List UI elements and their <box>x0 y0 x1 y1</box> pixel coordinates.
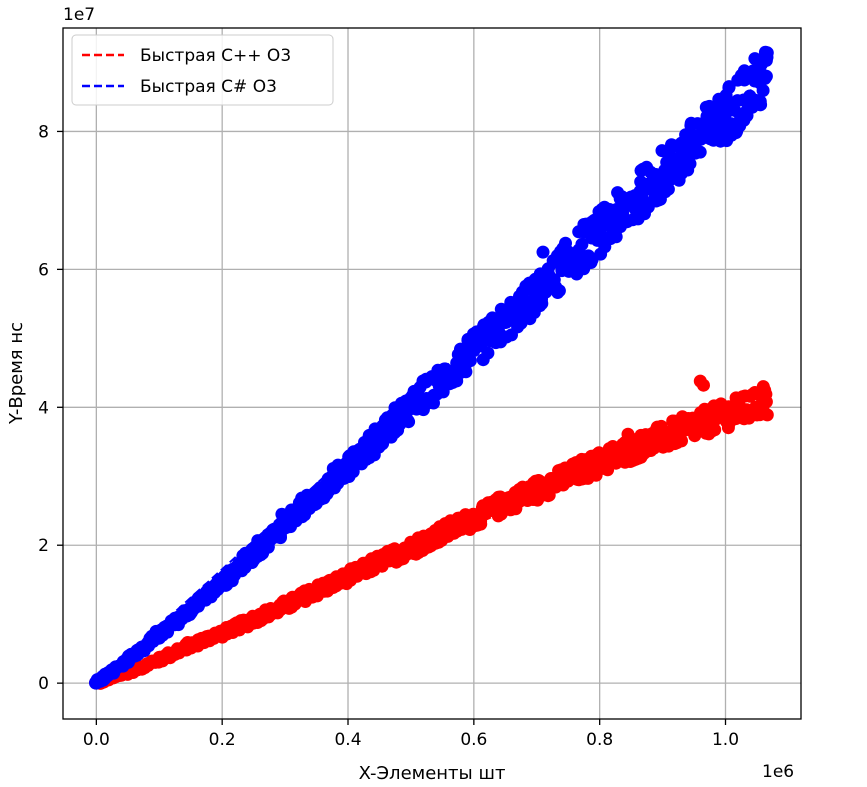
scatter-point <box>552 284 566 298</box>
series-line <box>95 75 768 684</box>
x-tick-label: 1.0 <box>712 730 739 750</box>
scatter-point <box>498 316 512 329</box>
scatter-point <box>498 496 512 510</box>
scatter-point <box>624 197 638 211</box>
scatter-point <box>687 419 701 433</box>
scatter-point <box>215 576 229 589</box>
y-tick-label: 6 <box>38 260 49 280</box>
legend: Быстрая C++ O3 Быстрая C# O3 <box>71 34 334 106</box>
scatter-point <box>661 182 675 196</box>
legend-label-csharp: Быстрая C# O3 <box>140 77 277 97</box>
scatter-point <box>708 423 722 437</box>
scatter-point <box>530 287 544 300</box>
scatter-point <box>401 413 415 427</box>
scatter-point <box>687 138 701 152</box>
scatter-point <box>719 409 732 423</box>
scatter-point <box>341 459 355 473</box>
scatter-point <box>753 98 767 112</box>
scatter-point <box>593 227 607 240</box>
outlier-point <box>756 380 770 394</box>
outlier-point <box>737 64 751 78</box>
scatter-point <box>404 400 418 414</box>
y-tick-label: 8 <box>38 122 49 142</box>
scatter-point <box>624 442 638 456</box>
scatter-point <box>215 626 229 640</box>
scatter-point <box>530 483 544 497</box>
x-offset-label: 1e6 <box>762 762 794 782</box>
scatter-point <box>310 487 323 501</box>
outlier-point <box>759 53 773 67</box>
x-tick-label: 0.2 <box>209 730 236 750</box>
x-tick-label: 0.4 <box>334 730 361 750</box>
outlier-point <box>536 245 550 259</box>
y-tick-label: 2 <box>38 536 49 556</box>
scatter-point <box>184 602 198 616</box>
scatter-point <box>656 431 670 445</box>
outlier-point <box>149 624 163 638</box>
y-offset-label: 1e7 <box>63 5 95 25</box>
series-cpp <box>89 374 774 690</box>
legend-box <box>71 34 334 106</box>
outlier-point <box>407 384 421 398</box>
axis-ticks: 0.0 0.2 0.4 0.6 0.8 1.0 0 2 4 6 8 <box>38 122 739 750</box>
series-csharp <box>89 45 774 690</box>
scatter-point <box>609 230 623 244</box>
scatter-point <box>561 256 575 269</box>
scatter-point <box>760 408 774 422</box>
legend-label-cpp: Быстрая C++ O3 <box>140 46 291 66</box>
scatter-point <box>310 584 323 598</box>
scatter-point <box>481 346 495 360</box>
scatter-point <box>656 167 670 181</box>
data-points <box>89 45 774 690</box>
x-tick-label: 0.0 <box>83 730 110 750</box>
y-tick-label: 0 <box>38 674 49 694</box>
scatter-point <box>459 365 473 379</box>
x-tick-label: 0.6 <box>460 730 487 750</box>
scatter-point <box>373 430 386 444</box>
scatter-point <box>341 570 355 584</box>
scatter-point <box>278 518 292 531</box>
scatter-point <box>463 354 477 368</box>
series-line <box>95 400 767 685</box>
scatter-point <box>467 344 481 358</box>
scatter-point <box>435 373 449 387</box>
y-axis-label: Y-Время нс <box>6 322 27 425</box>
scatter-point <box>184 638 198 652</box>
y-tick-label: 4 <box>38 398 49 418</box>
outlier-point <box>697 378 710 392</box>
grid <box>63 28 801 719</box>
scatter-point <box>247 547 261 560</box>
scatter-point <box>756 84 770 97</box>
scatter-point <box>593 456 607 469</box>
x-axis-label: X-Элементы шт <box>359 763 506 784</box>
plot-frame <box>62 27 802 720</box>
scatter-point <box>683 157 697 171</box>
outlier-point <box>558 461 572 475</box>
outlier-point <box>621 427 635 441</box>
outlier-point <box>577 218 591 231</box>
x-tick-label: 0.8 <box>586 730 613 750</box>
scatter-point <box>533 299 547 313</box>
scatter-point <box>152 653 166 667</box>
